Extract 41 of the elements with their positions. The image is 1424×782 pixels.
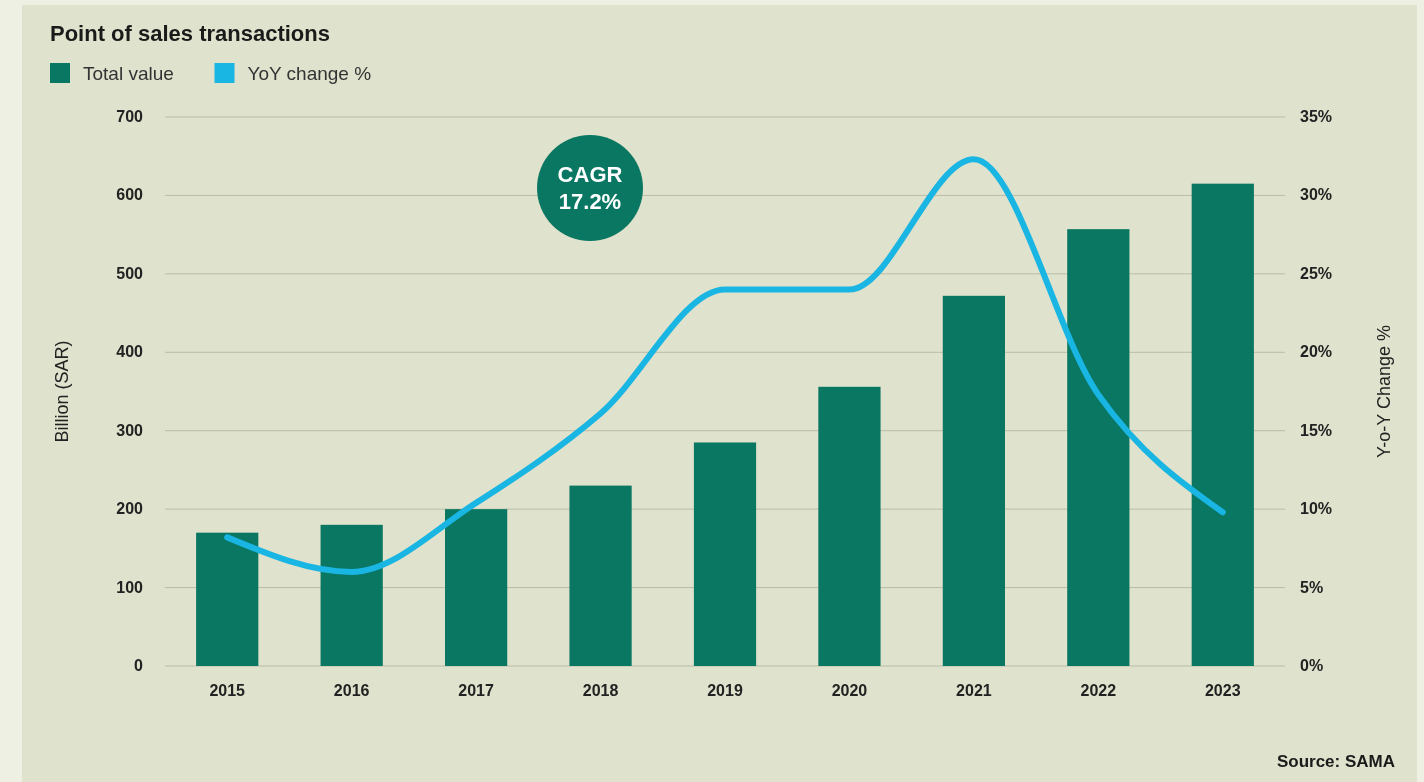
y2-tick-label: 15% bbox=[1300, 421, 1333, 439]
y-tick-label: 300 bbox=[116, 421, 144, 439]
x-tick-label: 2022 bbox=[1080, 682, 1117, 699]
y-tick-label: 100 bbox=[116, 578, 144, 596]
bar bbox=[942, 295, 1005, 666]
y2-tick-label: 25% bbox=[1300, 264, 1333, 282]
y2-tick-label: 35% bbox=[1300, 108, 1333, 125]
legend-label: YoY change % bbox=[247, 63, 372, 84]
y2-tick-label: 20% bbox=[1300, 343, 1333, 361]
y-tick-label: 200 bbox=[116, 500, 144, 518]
annotation: CAGR 17.2% bbox=[557, 162, 623, 214]
source-note: Source: SAMA bbox=[1276, 752, 1395, 771]
bar bbox=[1067, 229, 1130, 666]
bar bbox=[445, 509, 508, 666]
y-tick-label: 0 bbox=[134, 657, 144, 674]
bar bbox=[1191, 183, 1254, 666]
x-tick-label: 2017 bbox=[458, 682, 495, 699]
y2-tick-label: 30% bbox=[1300, 186, 1333, 204]
y2-tick-label: 5% bbox=[1300, 578, 1324, 596]
legend-label: Total value bbox=[83, 63, 174, 84]
bar bbox=[818, 386, 881, 666]
bar bbox=[693, 442, 757, 666]
y-tick-label: 500 bbox=[116, 264, 144, 282]
x-tick-label: 2016 bbox=[333, 682, 370, 699]
chart-title: Point of sales transactions bbox=[50, 21, 330, 46]
y-axis-title: Billion (SAR) bbox=[52, 340, 72, 443]
y-tick-label: 400 bbox=[116, 343, 144, 361]
bar bbox=[320, 524, 383, 666]
y2-tick-label: 0% bbox=[1300, 657, 1324, 674]
y-tick-label: 700 bbox=[116, 108, 144, 125]
x-tick-label: 2015 bbox=[209, 682, 246, 699]
x-tick-label: 2019 bbox=[707, 682, 743, 699]
x-tick-label: 2018 bbox=[582, 682, 619, 699]
x-tick-label: 2020 bbox=[831, 682, 868, 699]
y2-tick-label: 10% bbox=[1300, 500, 1333, 518]
y-tick-label: 600 bbox=[116, 186, 144, 204]
x-tick-label: 2021 bbox=[956, 682, 992, 699]
bar bbox=[569, 485, 632, 666]
y2-axis-title: Y-o-Y Change % bbox=[1374, 324, 1394, 459]
bar bbox=[196, 532, 259, 666]
x-tick-label: 2023 bbox=[1204, 682, 1241, 699]
